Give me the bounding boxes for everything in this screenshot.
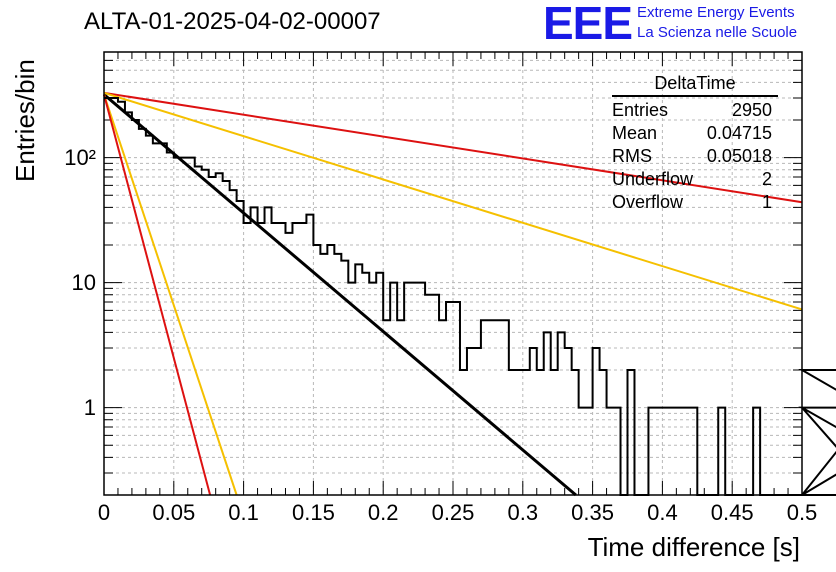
fit-line xyxy=(103,94,212,496)
fit-line xyxy=(103,91,803,204)
stats-title: DeltaTime xyxy=(612,72,778,97)
x-tick-label: 0.35 xyxy=(571,500,614,525)
stats-label: Mean xyxy=(612,123,658,143)
stats-label: Overflow xyxy=(612,192,684,212)
x-tick-label: 0.45 xyxy=(710,500,754,525)
stats-row-overflow: Overflow 1 xyxy=(612,191,778,214)
fit-lines xyxy=(103,91,803,497)
stats-value: 2950 xyxy=(731,100,772,120)
histogram xyxy=(104,96,836,496)
logo-line2: La Scienza nelle Scuole xyxy=(637,24,798,41)
x-tick-label: 0.2 xyxy=(367,500,399,525)
stats-label: RMS xyxy=(612,146,652,166)
stats-value: 2 xyxy=(761,169,772,189)
x-tick-label: 0.1 xyxy=(228,500,259,525)
x-tick-label: 0.25 xyxy=(431,500,475,525)
fit-line xyxy=(103,94,238,496)
y-tick-label: 1 xyxy=(83,394,96,420)
logo-text: Extreme Energy Events La Scienza nelle S… xyxy=(637,3,797,43)
x-tick-label: 0.05 xyxy=(152,500,196,525)
eee-logo: EEE xyxy=(543,0,633,49)
plot-frame xyxy=(103,51,803,496)
x-tick-label: 0.15 xyxy=(291,500,335,525)
x-tick-label: 0 xyxy=(97,500,111,525)
logo-line1: Extreme Energy Events xyxy=(637,4,795,21)
x-tick-label: 0.3 xyxy=(507,500,539,525)
stats-box: DeltaTime Entries 2950 Mean 0.04715 RMS 0.0… xyxy=(612,72,778,214)
stats-row-underflow: Underflow 2 xyxy=(612,168,778,191)
stats-row-mean: Mean 0.04715 xyxy=(612,122,778,145)
y-axis-label: Entries/bin xyxy=(10,59,40,182)
fit-line xyxy=(103,91,803,311)
stats-label: Entries xyxy=(612,100,669,120)
y-tick-label: 10² xyxy=(64,144,96,170)
stats-row-rms: RMS 0.05018 xyxy=(612,145,778,168)
stats-value: 0.05018 xyxy=(706,146,772,166)
y-tick-label: 10 xyxy=(71,269,96,295)
axis-ticks xyxy=(103,51,803,496)
x-tick-label: 0.5 xyxy=(786,500,818,525)
stats-value: 0.04715 xyxy=(706,123,772,143)
x-axis-label: Time difference [s] xyxy=(587,532,800,562)
stats-row-entries: Entries 2950 xyxy=(612,99,778,122)
stats-value: 1 xyxy=(761,192,772,212)
fit-line xyxy=(103,93,577,497)
x-tick-label: 0.4 xyxy=(647,500,678,525)
chart-title: ALTA-01-2025-04-02-00007 xyxy=(84,8,381,35)
stats-label: Underflow xyxy=(612,169,694,189)
